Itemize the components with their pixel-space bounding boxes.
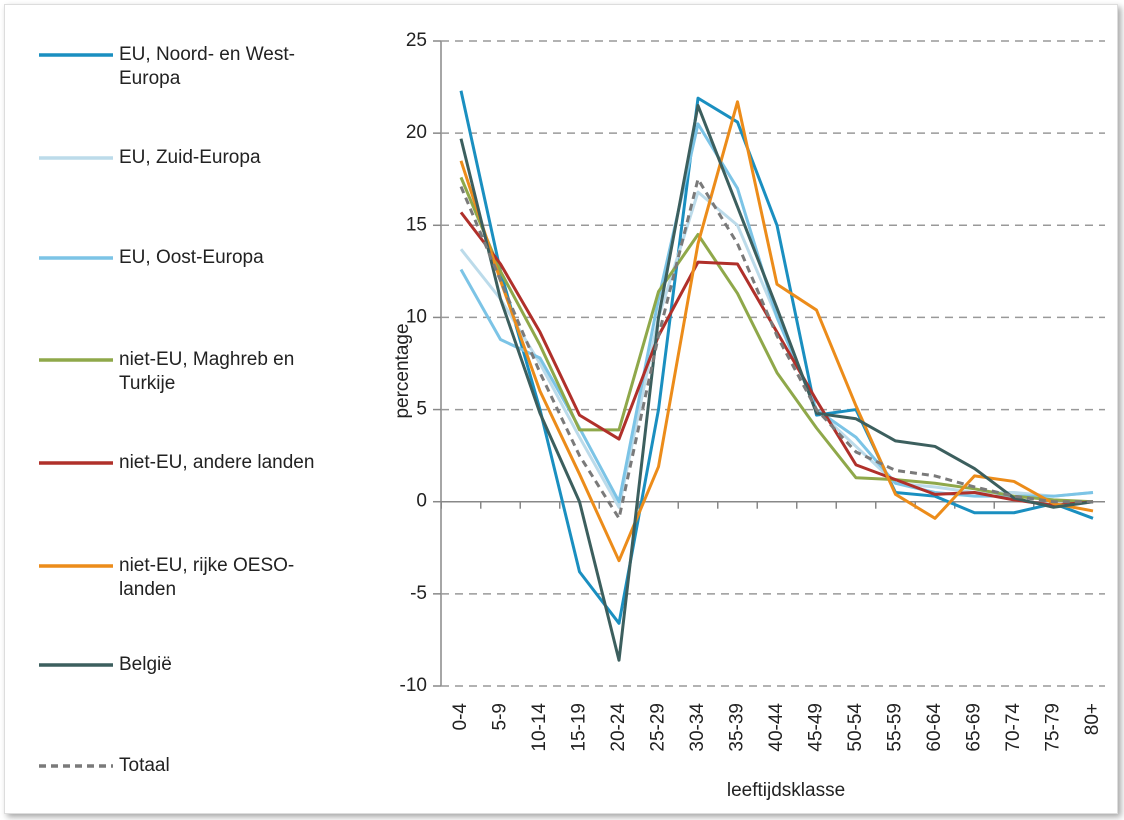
x-tick-label: 0-4 (450, 703, 471, 731)
y-tick-label: -10 (400, 675, 427, 696)
legend-label: niet-EU, rijke OESO-landen (119, 555, 295, 600)
y-tick-label: 5 (416, 399, 427, 420)
y-axis-label: percentage (392, 323, 413, 418)
legend-label: EU, Oost-Europa (119, 247, 264, 268)
x-tick-label: 25-29 (648, 703, 669, 752)
y-tick-label: 25 (406, 30, 427, 51)
legend-label: niet-EU, andere landen (119, 452, 315, 473)
x-tick-label: 45-49 (806, 703, 827, 752)
legend-label: niet-EU, Maghreb en Turkije (119, 349, 295, 394)
legend-label: Totaal (119, 755, 170, 776)
x-tick-label: 55-59 (885, 703, 906, 752)
x-axis-label: leeftijdsklasse (727, 780, 845, 801)
y-tick-label: -5 (410, 583, 427, 604)
legend-label: België (119, 654, 172, 675)
x-tick-label: 70-74 (1003, 703, 1024, 752)
series-line (459, 90, 1094, 625)
y-tick-label: 20 (406, 122, 427, 143)
x-tick-label: 15-19 (569, 703, 590, 752)
series-line (459, 176, 1094, 504)
x-tick-label: 35-39 (727, 703, 748, 752)
x-tick-label: 50-54 (845, 703, 866, 752)
x-tick-label: 65-69 (964, 703, 985, 752)
chart: percentage leeftijdsklasse -10 -5 0 5 10 15 20… (39, 30, 1105, 801)
y-tick-label: 0 (416, 491, 427, 512)
series-line (459, 177, 1093, 520)
x-tick-label: 60-64 (924, 703, 945, 752)
x-tick-label: 40-44 (766, 703, 787, 752)
x-tick-label: 75-79 (1043, 703, 1064, 752)
series-line (459, 211, 1094, 507)
x-tick-label: 20-24 (608, 703, 629, 752)
series-line (459, 190, 1094, 509)
y-tick-label: 15 (406, 214, 427, 235)
chart-frame: percentage leeftijdsklasse -10 -5 0 5 10 15 20… (4, 4, 1118, 814)
x-tick-label: 80+ (1082, 703, 1103, 735)
legend-label: EU, Zuid-Europa (119, 147, 261, 168)
x-tick-label: 30-34 (687, 703, 708, 752)
series-line (459, 104, 1094, 662)
x-tick-label: 10-14 (529, 703, 550, 752)
x-tick-label: 5-9 (490, 703, 511, 730)
legend-label: EU, Noord- en West-Europa (119, 44, 295, 89)
y-tick-label: 10 (406, 306, 427, 327)
